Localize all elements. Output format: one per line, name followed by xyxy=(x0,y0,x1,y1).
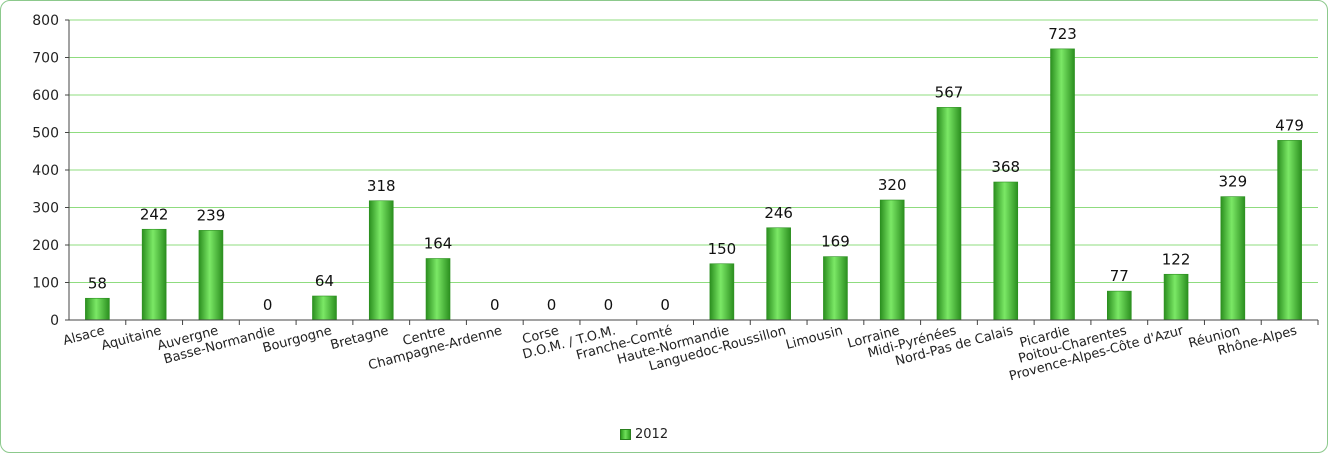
y-tick-label: 700 xyxy=(32,51,59,67)
bar xyxy=(312,295,337,321)
data-label: 723 xyxy=(1048,25,1077,43)
x-axis: AlsaceAquitaineAuvergneBasse-NormandieBo… xyxy=(62,319,1319,384)
data-label: 150 xyxy=(708,240,737,258)
bars xyxy=(85,48,1302,321)
bar xyxy=(823,256,848,321)
y-tick-label: 500 xyxy=(32,126,59,142)
data-label: 320 xyxy=(878,176,907,194)
bar xyxy=(936,107,962,321)
x-tick-label: Bretagne xyxy=(329,323,390,353)
y-tick-label: 200 xyxy=(32,238,59,254)
data-label: 246 xyxy=(764,204,793,222)
y-tick-label: 300 xyxy=(32,201,59,217)
data-label: 164 xyxy=(424,235,453,253)
bar xyxy=(198,230,224,321)
bar xyxy=(1220,196,1246,321)
bar xyxy=(1163,273,1189,321)
data-label: 479 xyxy=(1275,116,1304,134)
legend-label: 2012 xyxy=(635,426,669,442)
data-label: 239 xyxy=(197,206,226,224)
bar xyxy=(425,258,451,321)
bar xyxy=(709,263,735,321)
bar xyxy=(1106,290,1132,321)
data-label: 318 xyxy=(367,177,396,195)
y-tick-label: 0 xyxy=(50,313,59,329)
bar xyxy=(993,181,1019,321)
x-tick-label: Limousin xyxy=(784,323,844,353)
legend: 2012 xyxy=(620,425,668,443)
bar xyxy=(1050,48,1075,321)
bar xyxy=(368,200,394,321)
y-tick-label: 100 xyxy=(32,276,59,292)
y-tick-label: 400 xyxy=(32,163,59,179)
data-label: 64 xyxy=(315,272,334,290)
bar xyxy=(766,227,791,321)
y-axis: 0 100 200 300 400 500 600 700 800 xyxy=(32,13,70,329)
bar xyxy=(879,199,905,321)
data-label: 368 xyxy=(991,158,1020,176)
data-label: 567 xyxy=(935,83,964,101)
legend-swatch xyxy=(620,428,631,440)
data-label: 0 xyxy=(660,296,670,314)
data-label: 77 xyxy=(1110,267,1129,285)
data-label: 329 xyxy=(1219,173,1248,191)
data-label: 242 xyxy=(140,205,169,223)
data-label: 0 xyxy=(547,296,557,314)
data-label: 0 xyxy=(604,296,614,314)
y-tick-label: 800 xyxy=(32,13,59,29)
bar xyxy=(85,297,110,321)
data-label: 122 xyxy=(1162,250,1191,268)
y-tick-label: 600 xyxy=(32,88,59,104)
x-tick-label: Aquitaine xyxy=(100,323,163,353)
data-label: 0 xyxy=(263,296,273,314)
data-label: 0 xyxy=(490,296,500,314)
gridlines xyxy=(69,19,1318,283)
bar xyxy=(1277,140,1302,321)
bar xyxy=(141,228,167,321)
x-tick-label: Alsace xyxy=(62,323,107,348)
data-label: 58 xyxy=(88,274,107,292)
data-labels: 58 242 239 0 64 318 164 0 0 0 0 150 246 169 320 567 368 7… xyxy=(88,25,1304,314)
data-label: 169 xyxy=(821,233,850,251)
